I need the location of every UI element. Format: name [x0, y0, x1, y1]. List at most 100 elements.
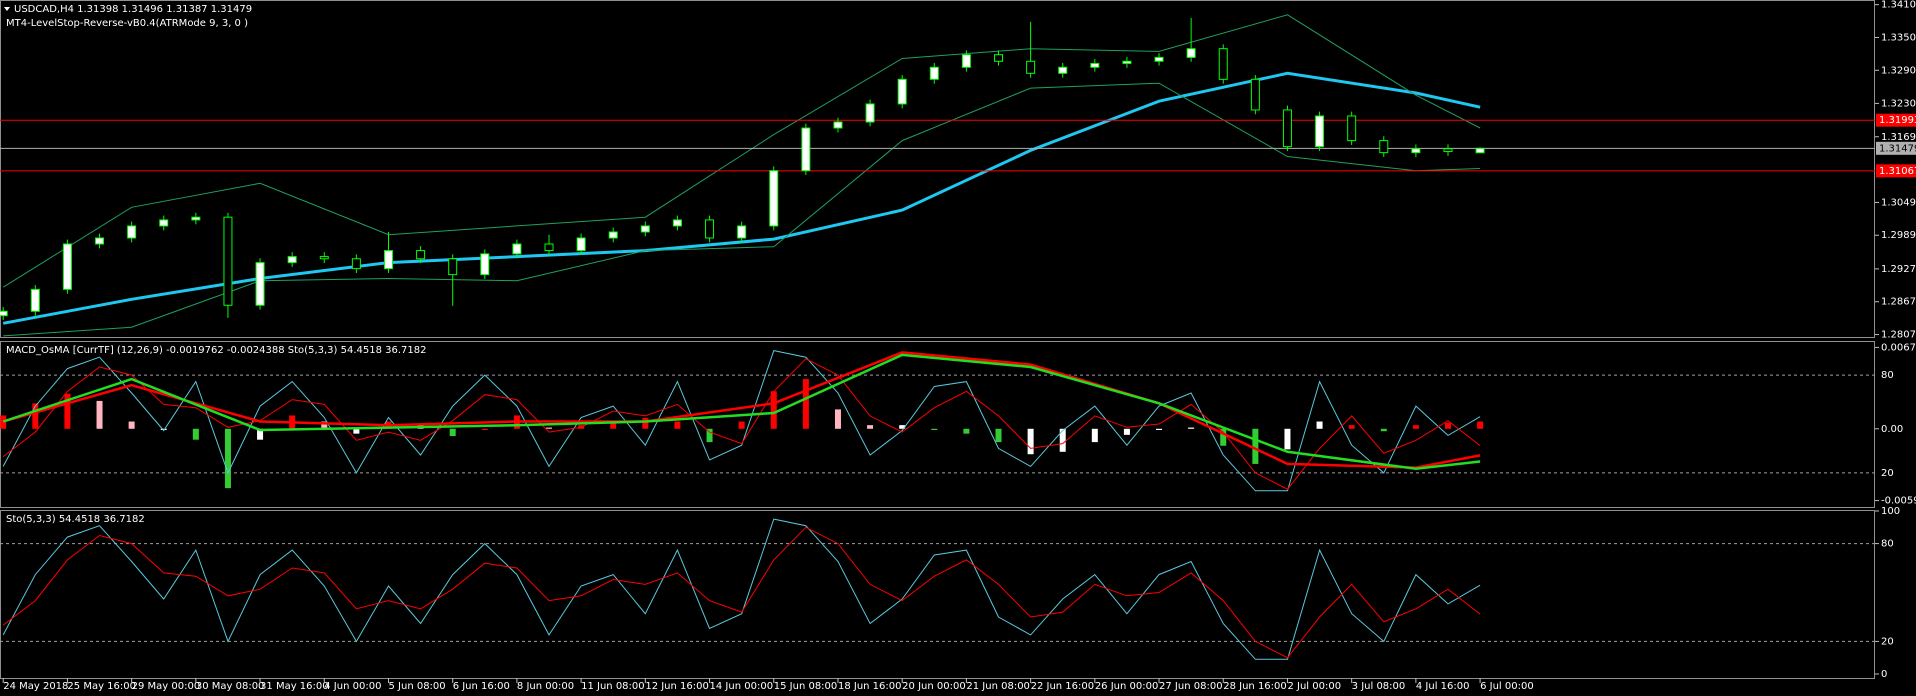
osma-bar [224, 428, 231, 489]
candle-body [223, 216, 233, 306]
y-tick-label: 100 [1881, 506, 1900, 517]
x-tick-label: 3 Jul 08:00 [1352, 681, 1406, 692]
osma-bar [32, 403, 39, 429]
y-tick-label: 20 [1881, 636, 1894, 647]
candle-body [1475, 147, 1485, 154]
osma-bar [1444, 422, 1451, 429]
candle-body [1090, 62, 1100, 68]
candle-body [383, 250, 393, 270]
y-tick-label: 1.33505 [1881, 32, 1916, 43]
x-tick-label: 21 Jun 08:00 [966, 681, 1030, 692]
y-tick-label: 1.29890 [1881, 230, 1916, 241]
main-panel-frame [0, 0, 1875, 338]
osma-bar [1091, 428, 1098, 443]
candle-body [576, 237, 586, 252]
candle-body [640, 225, 650, 233]
osma-bar [1348, 425, 1355, 429]
osma-bar [160, 428, 167, 430]
y-tick-label: -0.005925 [1881, 496, 1916, 507]
x-tick-label: 2 Jul 00:00 [1287, 681, 1341, 692]
candle-body [287, 256, 297, 264]
osma-bar [1059, 428, 1066, 452]
osma-bar [610, 421, 617, 429]
x-tick-label: 6 Jul 00:00 [1480, 681, 1534, 692]
x-tick-label: 31 May 16:00 [260, 681, 329, 692]
candle-body [416, 250, 426, 260]
candle-body [1026, 60, 1036, 74]
chart-title: USDCAD,H4 1.31398 1.31496 1.31387 1.3147… [14, 4, 252, 15]
x-tick-label: 14 Jun 00:00 [710, 681, 774, 692]
candle-body [448, 258, 458, 276]
x-tick-label: 28 Jun 16:00 [1223, 681, 1287, 692]
y2-tick-label: 20 [1881, 468, 1894, 479]
x-tick-label: 30 May 08:00 [196, 681, 265, 692]
osma-bar [353, 428, 360, 434]
osma-bar [931, 428, 938, 430]
x-tick-label: 8 Jun 00:00 [517, 681, 574, 692]
osma-bar [1412, 425, 1419, 429]
osma-bar [1123, 428, 1130, 435]
candle-body [672, 219, 682, 227]
candle-body [705, 219, 715, 239]
price-level-box [1876, 113, 1916, 127]
x-tick-label: 15 Jun 08:00 [774, 681, 838, 692]
osma-bar [128, 421, 135, 429]
osma-bar [706, 428, 713, 443]
y2-tick-label: 80 [1881, 370, 1894, 381]
macd-panel-frame [0, 341, 1875, 508]
stochastic-overlay-line [2, 350, 1481, 492]
candle-body [865, 103, 875, 123]
stochastic-overlay-line [2, 358, 1481, 490]
y-tick-label: 0.00 [1881, 424, 1903, 435]
price-level-box [1876, 141, 1916, 155]
y-tick-label: 80 [1881, 539, 1894, 550]
osma-bar [1284, 428, 1291, 450]
x-tick-label: 4 Jun 00:00 [324, 681, 381, 692]
osma-bar [867, 425, 874, 429]
osma-bar [802, 379, 809, 429]
osma-bar [321, 421, 328, 429]
candle-body [1186, 48, 1196, 58]
indicator-title: MT4-LevelStop-Reverse-vB0.4(ATRMode 9, 3… [6, 18, 248, 29]
price-level-label: 1.31067 [1879, 166, 1916, 177]
price-level-label: 1.31479 [1879, 143, 1916, 154]
x-tick-label: 11 Jun 08:00 [581, 681, 645, 692]
candle-body [1218, 48, 1228, 80]
osma-bar [738, 421, 745, 429]
price-level-box [1876, 164, 1916, 178]
candle-body [737, 225, 747, 239]
osma-bar [674, 421, 681, 429]
candle-body [1058, 66, 1068, 74]
symbol-menu-arrow[interactable] [4, 7, 10, 11]
osma-bar [1252, 428, 1259, 464]
macd-line [2, 351, 1481, 469]
osma-bar [1316, 421, 1323, 429]
osma-bar [1188, 427, 1195, 429]
osma-bar [546, 427, 553, 429]
candle-body [801, 127, 811, 172]
price-level-label: 1.31993 [1879, 115, 1916, 126]
candle-body [1347, 115, 1357, 142]
y-tick-label: 1.32300 [1881, 98, 1916, 109]
y-tick-label: 0 [1881, 669, 1887, 680]
x-tick-label: 24 May 2018 [3, 681, 68, 692]
overlay-line [2, 14, 1481, 288]
candle-body [1379, 140, 1389, 154]
x-tick-label: 18 Jun 16:00 [838, 681, 902, 692]
osma-bar [770, 391, 777, 429]
candle-body [319, 256, 329, 260]
x-tick-label: 5 Jun 08:00 [388, 681, 445, 692]
candle-body [1122, 60, 1132, 64]
candle-body [1315, 115, 1325, 148]
candle-body [0, 310, 8, 317]
osma-bar [642, 417, 649, 429]
osma-bar [1027, 428, 1034, 455]
y-tick-label: 1.34105 [1881, 0, 1916, 11]
y-tick-label: 1.31690 [1881, 132, 1916, 143]
x-tick-label: 27 Jun 08:00 [1159, 681, 1223, 692]
x-tick-label: 25 May 16:00 [67, 681, 136, 692]
candle-body [512, 243, 522, 255]
y-tick-label: 1.29275 [1881, 264, 1916, 275]
candle-body [255, 262, 265, 306]
candle-body [961, 54, 971, 68]
